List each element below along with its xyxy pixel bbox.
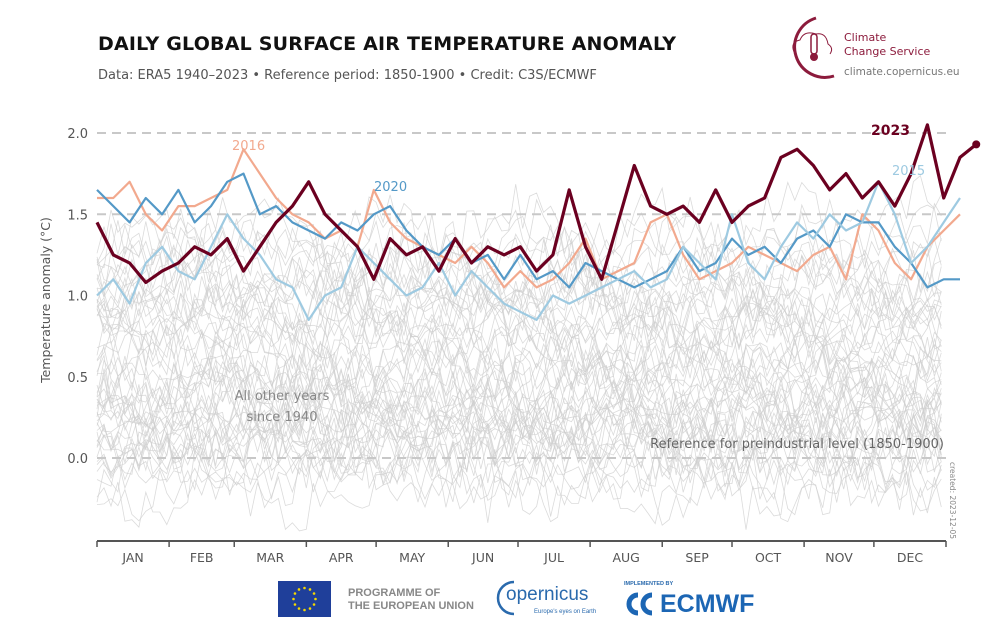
- series-label-2020: 2020: [374, 180, 407, 195]
- other-year-line-1995: [96, 335, 942, 426]
- other-year-line-2017: [96, 197, 942, 285]
- x-tick-label-jun: JUN: [471, 550, 494, 565]
- other-year-line-1970: [96, 395, 942, 486]
- other-year-line-2000: [96, 324, 942, 415]
- eu-programme-line-1: PROGRAMME OF: [348, 587, 441, 599]
- x-tick-label-nov: NOV: [825, 550, 853, 565]
- eu-star: [293, 592, 297, 595]
- x-tick-label-oct: OCT: [755, 550, 782, 565]
- copernicus-logo-text: opernicus: [506, 584, 589, 605]
- other-year-line-2019: [96, 202, 942, 291]
- eu-star: [293, 603, 297, 606]
- other-year-line-2005: [96, 266, 942, 342]
- y-tick-label: 1.0: [67, 290, 88, 305]
- x-tick-label-mar: MAR: [256, 550, 284, 565]
- other-year-line-1980: [96, 371, 942, 458]
- other-year-line-1985: [96, 370, 942, 441]
- x-tick-label-feb: FEB: [190, 550, 214, 565]
- eu-star: [297, 607, 301, 610]
- other-year-line-2022: [96, 209, 942, 289]
- logo-line-2: Change Service: [844, 45, 931, 58]
- eu-star: [308, 588, 312, 591]
- labels: 2016 2020 2015 2023 All other years since 194…: [232, 123, 957, 539]
- eu-flag-icon: [278, 581, 331, 617]
- other-year-line-2017: [96, 247, 942, 339]
- series-label-2016: 2016: [232, 139, 265, 154]
- other-year-line-1980: [96, 341, 942, 426]
- highlight-years-layer: [95, 123, 981, 321]
- y-tick-label: 0.0: [67, 452, 88, 467]
- x-tick-label-dec: DEC: [897, 550, 924, 565]
- chart-subtitle: Data: ERA5 1940–2023 • Reference period:…: [98, 68, 597, 83]
- other-years-annotation-line-1: All other years: [235, 389, 330, 404]
- other-year-line-1975: [96, 349, 942, 438]
- temperature-anomaly-chart: 0.0 0.5 1.0 1.5 2.0 Temperature anomaly (°C) J…: [38, 123, 981, 565]
- created-date-note: created: 2023-12-05: [948, 462, 957, 539]
- x-tick-label-sep: SEP: [685, 550, 709, 565]
- other-year-line-2010: [96, 275, 942, 377]
- climate-cloud-thermometer-icon: [792, 16, 835, 79]
- eu-star: [314, 597, 317, 601]
- other-year-line-2022: [96, 258, 942, 350]
- other-year-line-2000: [96, 291, 942, 382]
- eu-star: [303, 608, 306, 612]
- chart-title: DAILY GLOBAL SURFACE AIR TEMPERATURE ANO…: [98, 33, 677, 55]
- other-years-layer: [96, 174, 942, 532]
- y-axis-label: Temperature anomaly (°C): [38, 217, 53, 384]
- logo-url[interactable]: climate.copernicus.eu: [844, 66, 960, 78]
- y-tick-label: 2.0: [67, 127, 88, 142]
- series-line-2023: [95, 123, 978, 285]
- c3s-logo[interactable]: Climate Change Service climate.copernicus…: [776, 12, 976, 82]
- other-year-line-1950: [96, 413, 942, 501]
- other-year-line-2010: [96, 247, 942, 346]
- series-line-2016: [97, 148, 961, 289]
- footer-logos: PROGRAMME OF THE EUROPEAN UNION opernicus…: [0, 578, 994, 628]
- x-tick-label-jul: JUL: [543, 550, 564, 565]
- y-tick-label: 1.5: [67, 208, 88, 223]
- other-year-line-1970: [96, 344, 942, 424]
- other-year-line-1975: [96, 374, 942, 473]
- series-label-2015: 2015: [892, 164, 925, 179]
- other-year-line-2005: [96, 299, 942, 377]
- x-tick-label-jan: JAN: [121, 550, 143, 565]
- eu-programme-line-2: THE EUROPEAN UNION: [348, 600, 474, 612]
- other-years-annotation-line-2: since 1940: [247, 410, 318, 425]
- other-year-line-1990: [96, 347, 942, 426]
- other-year-line-1985: [96, 390, 942, 478]
- implemented-by-label: IMPLEMENTED BY: [624, 581, 674, 587]
- series-end-marker-2023: [972, 140, 981, 149]
- eu-star: [312, 592, 316, 595]
- copernicus-tagline: Europe's eyes on Earth: [534, 609, 597, 615]
- y-tick-label: 0.5: [67, 371, 88, 386]
- other-year-line-1998: [96, 237, 942, 348]
- other-year-line-2019: [96, 174, 942, 267]
- other-year-line-1960: [96, 370, 942, 474]
- copernicus-arc-icon: [496, 580, 515, 616]
- other-year-line-1965: [96, 438, 942, 530]
- other-year-line-1985: [96, 337, 942, 420]
- ecmwf-symbol-icon: [626, 592, 653, 616]
- ecmwf-logo-text: ECMWF: [660, 590, 755, 618]
- x-tick-label-may: MAY: [399, 550, 425, 565]
- eu-star: [292, 597, 295, 601]
- x-tick-label-apr: APR: [329, 550, 354, 565]
- other-year-line-1990: [96, 284, 942, 371]
- eu-star: [308, 607, 312, 610]
- eu-star: [297, 588, 301, 591]
- logo-line-1: Climate: [844, 31, 887, 44]
- x-tick-label-aug: AUG: [612, 550, 639, 565]
- reference-annotation: Reference for preindustrial level (1850-…: [650, 437, 944, 452]
- eu-star: [303, 586, 306, 590]
- series-label-2023: 2023: [871, 123, 910, 139]
- other-year-line-1998: [96, 291, 942, 403]
- reference-lines: [97, 132, 946, 459]
- series-line-2015: [96, 180, 961, 321]
- eu-star: [312, 603, 316, 606]
- axes: 0.0 0.5 1.0 1.5 2.0 Temperature anomaly (°C) J…: [38, 127, 947, 565]
